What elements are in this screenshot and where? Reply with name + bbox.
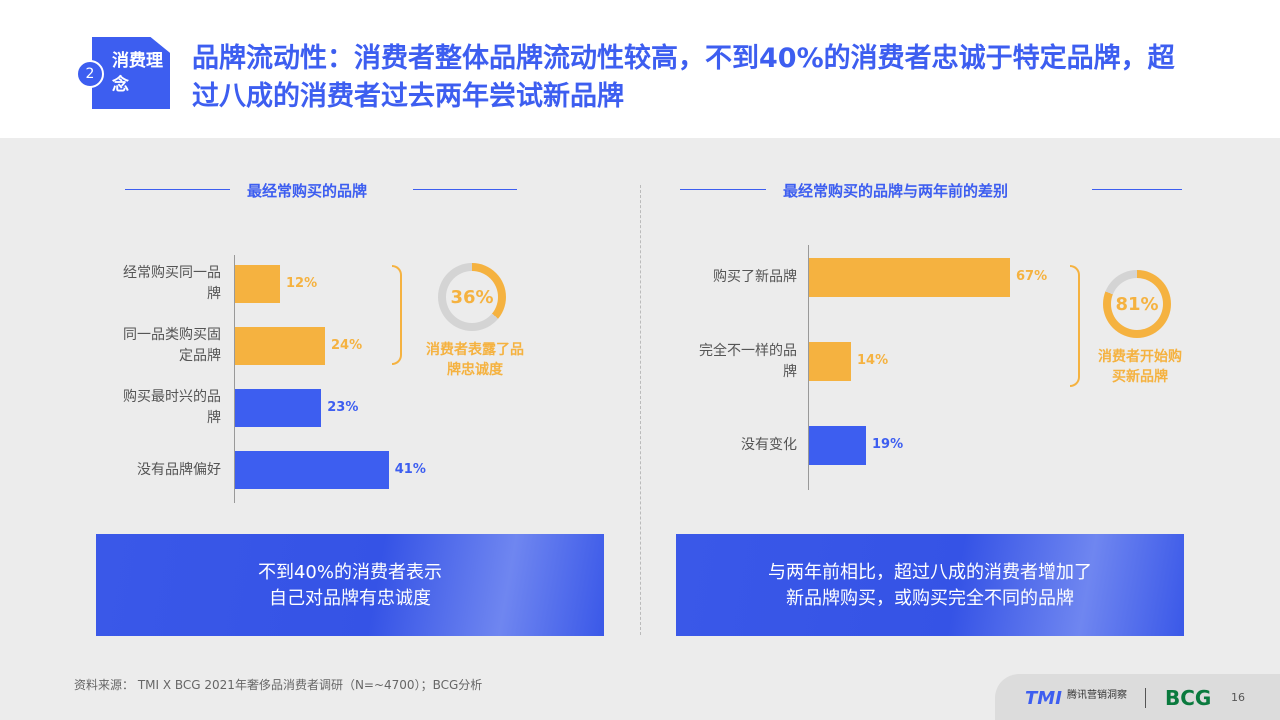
category-label: 购买了新品牌	[713, 269, 797, 285]
data-label: 23%	[327, 400, 359, 415]
tmi-logo: TMI	[1025, 688, 1062, 709]
divider	[640, 185, 641, 635]
category-label: 购买最时兴的品牌	[123, 389, 221, 426]
category-label: 同一品类购买固定品牌	[123, 327, 221, 364]
bar	[235, 327, 325, 365]
section-badge: 消费理念	[92, 37, 170, 109]
category-label: 经常购买同一品牌	[123, 265, 221, 302]
header: 消费理念 2 品牌流动性：消费者整体品牌流动性较高，不到40%的消费者忠诚于特定…	[0, 0, 1280, 138]
summary-banner-right: 与两年前相比，超过八成的消费者增加了 新品牌购买，或购买完全不同的品牌	[676, 534, 1184, 636]
summary-banner-left: 不到40%的消费者表示 自己对品牌有忠诚度	[96, 534, 604, 636]
bar	[809, 342, 851, 381]
bar	[235, 451, 389, 489]
bcg-logo: BCG	[1165, 686, 1212, 710]
summary-value: 36%	[446, 271, 498, 323]
category-label: 没有品牌偏好	[137, 461, 221, 478]
banner-text: 与两年前相比，超过八成的消费者增加了 新品牌购买，或购买完全不同的品牌	[768, 562, 1092, 609]
section-number: 2	[76, 60, 104, 88]
chart-title-right: 最经常购买的品牌与两年前的差别	[783, 182, 1009, 200]
bar	[235, 265, 280, 303]
bracket	[392, 265, 402, 365]
title-rule	[413, 189, 517, 190]
data-label: 12%	[286, 276, 318, 291]
source-note: 资料来源： TMI X BCG 2021年奢侈品消费者调研（N=~4700）；B…	[74, 678, 483, 692]
category-label: 完全不一样的品牌	[699, 342, 797, 380]
page-number: 16	[1231, 691, 1245, 704]
footer-logos: TMI 腾讯营销洞察 BCG 16	[995, 674, 1280, 720]
page-title: 品牌流动性：消费者整体品牌流动性较高，不到40%的消费者忠诚于特定品牌，超过八成…	[192, 43, 1175, 112]
y-axis	[808, 245, 809, 490]
summary-value: 81%	[1111, 278, 1163, 330]
title-rule	[680, 189, 766, 190]
y-axis	[234, 255, 235, 503]
data-label: 14%	[857, 353, 889, 368]
bracket	[1070, 265, 1080, 387]
summary-text: 消费者表露了品牌忠诚度	[426, 342, 524, 378]
bar	[235, 389, 322, 427]
summary-donut: 36%	[438, 263, 506, 331]
category-label: 没有变化	[741, 437, 797, 453]
data-label: 19%	[872, 437, 904, 452]
data-label: 67%	[1016, 269, 1048, 284]
logo-separator	[1145, 688, 1146, 708]
data-label: 24%	[331, 338, 363, 353]
bar	[809, 426, 866, 465]
title-rule	[125, 189, 230, 190]
title-rule	[1092, 189, 1182, 190]
bar	[809, 258, 1010, 297]
chart-title-left: 最经常购买的品牌	[247, 182, 368, 200]
banner-text: 不到40%的消费者表示 自己对品牌有忠诚度	[257, 562, 442, 609]
data-label: 41%	[394, 462, 426, 477]
tmi-logo-text: 腾讯营销洞察	[1067, 690, 1127, 701]
summary-text: 消费者开始购买新品牌	[1098, 349, 1182, 385]
summary-donut: 81%	[1103, 270, 1171, 338]
